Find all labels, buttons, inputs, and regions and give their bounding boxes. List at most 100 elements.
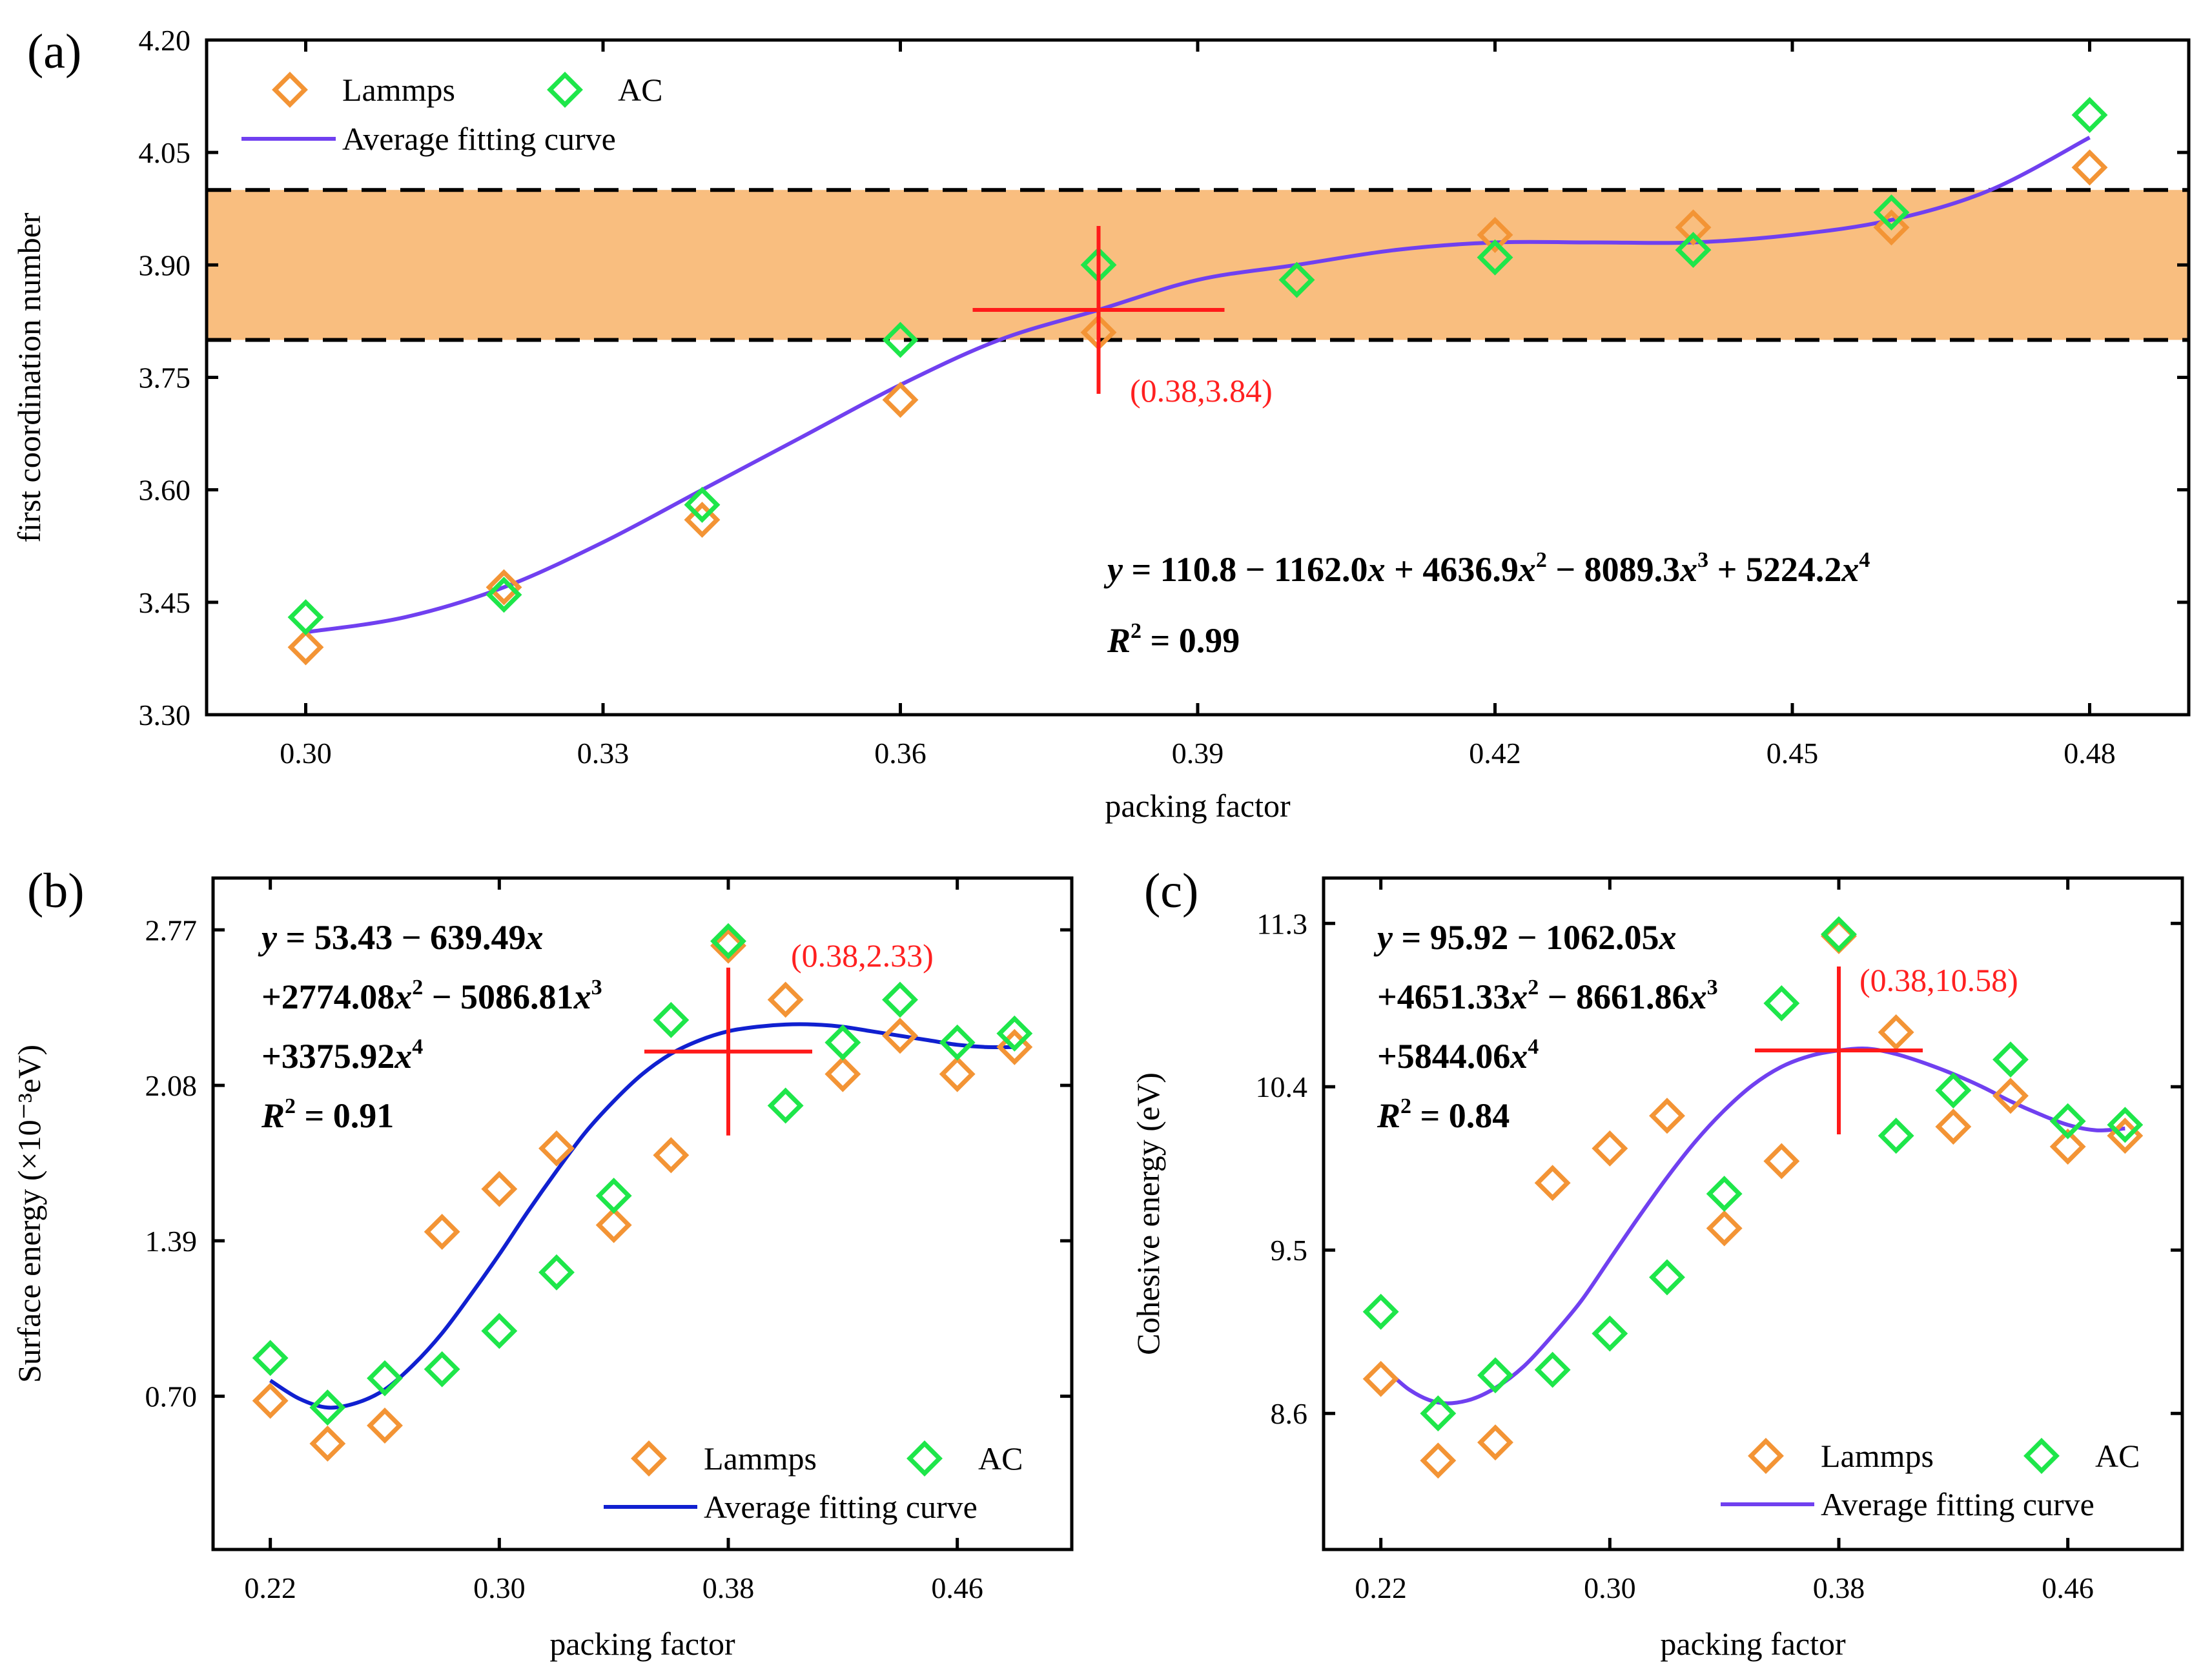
panel-a-ylabel: first coordination number: [11, 212, 47, 542]
lammps-point: [882, 1018, 918, 1054]
panel-b-xlabel: packing factor: [549, 1626, 735, 1662]
x-tick-label: 0.46: [2042, 1571, 2094, 1604]
lammps-point: [1675, 209, 1712, 246]
ac-point: [252, 1340, 289, 1376]
x-tick-label: 0.45: [1767, 737, 1819, 770]
ac-point: [1477, 239, 1513, 276]
panel-b-eq-line1: y = 53.43 − 639.49x: [258, 918, 544, 957]
fitting-curve: [269, 1022, 1015, 1410]
lammps-point: [1935, 1109, 1972, 1145]
panel-c-eq-line2: +4651.33x2 − 8661.86x3: [1377, 976, 1718, 1016]
panel-a-ac-layer: [287, 97, 2108, 636]
legend-lammps-marker: [1748, 1438, 1784, 1474]
panel-b-eq-line3: +3375.92x4: [261, 1035, 423, 1076]
y-tick-label: 11.3: [1256, 907, 1307, 940]
panel-c-legend: Lammps AC Average fitting curve: [1721, 1438, 2140, 1522]
ac-point: [481, 1313, 518, 1349]
panel-c: (c) 0.22 0.30 0.38 0.46 8.6 9.5 10.4 11.3 y = 9…: [1130, 864, 2184, 1662]
ac-point: [2071, 97, 2108, 134]
panel-b-equation: y = 53.43 − 639.49x +2774.08x2 − 5086.81…: [258, 918, 602, 1135]
ac-point: [1935, 1072, 1972, 1109]
x-tick-label: 0.22: [1355, 1571, 1407, 1604]
ac-point: [767, 1087, 804, 1124]
panel-a: (a) 0.30 0.33 0.36 0.39 0.42 0.45 0.48 3.30 3.45…: [11, 24, 2191, 824]
ac-point: [1420, 1395, 1457, 1432]
x-tick-label: 0.22: [244, 1571, 296, 1604]
legend-fit-label: Average fitting curve: [342, 121, 616, 157]
lammps-point: [1878, 1014, 1914, 1050]
panel-a-fit-layer: [305, 136, 2091, 635]
lammps-point: [367, 1407, 403, 1444]
x-tick-label: 0.30: [473, 1571, 526, 1604]
ac-point: [1763, 985, 1800, 1021]
ac-point: [367, 1360, 403, 1396]
lammps-point: [1592, 1130, 1628, 1167]
ac-point: [1992, 1041, 2029, 1078]
x-tick-label: 0.39: [1172, 737, 1224, 770]
x-tick-label: 0.42: [1469, 737, 1521, 770]
panel-b: (b) 0.22 0.30 0.38 0.46 0.70 1.39 2.08 2.77 y =…: [11, 864, 1074, 1662]
lammps-point: [2071, 149, 2108, 186]
y-tick-label: 3.60: [139, 474, 191, 507]
y-tick-label: 2.08: [145, 1069, 198, 1102]
panel-b-point-label: (0.38,2.33): [791, 937, 934, 974]
panel-c-ylabel: Cohesive energy (eV): [1130, 1072, 1166, 1355]
legend-fit-label: Average fitting curve: [704, 1489, 978, 1525]
panel-a-r2: R2 = 0.99: [1107, 619, 1240, 660]
y-tick-label: 3.90: [139, 249, 191, 281]
panel-c-frame: [1322, 876, 2184, 1551]
x-tick-label: 0.48: [2064, 737, 2116, 770]
fitting-curve: [305, 136, 2091, 635]
lammps-point: [595, 1207, 632, 1243]
y-tick-label: 8.6: [1271, 1397, 1308, 1430]
panel-b-label: (b): [27, 864, 85, 918]
panel-a-band-layer: [207, 188, 2189, 342]
y-tick-label: 10.4: [1256, 1070, 1308, 1103]
x-tick-label: 0.30: [280, 737, 332, 770]
ac-point: [684, 486, 721, 523]
lammps-point: [996, 1028, 1033, 1065]
panel-b-ylabel: Surface energy (×10⁻³eV): [11, 1045, 47, 1383]
lammps-point: [538, 1130, 575, 1167]
x-tick-label: 0.33: [577, 737, 630, 770]
panel-b-cross-layer: [644, 967, 812, 1136]
y-tick-label: 0.70: [145, 1380, 198, 1413]
ac-point: [595, 1178, 632, 1214]
lammps-point: [824, 1056, 861, 1092]
y-tick-label: 3.30: [139, 699, 191, 731]
panel-b-legend: Lammps AC Average fitting curve: [604, 1440, 1023, 1525]
legend-lammps-marker: [272, 72, 308, 108]
lammps-point: [939, 1056, 976, 1092]
lammps-point: [767, 981, 804, 1018]
legend-lammps-label: Lammps: [1821, 1438, 1934, 1474]
panel-a-legend: Lammps AC Average fitting curve: [241, 72, 662, 157]
ac-point: [1278, 261, 1315, 298]
ac-point: [1706, 1176, 1743, 1212]
ac-point: [1821, 916, 1857, 953]
ac-point: [1649, 1259, 1685, 1296]
legend-lammps-marker: [631, 1440, 667, 1477]
legend-ac-marker: [2023, 1438, 2060, 1474]
ac-point: [1477, 1357, 1513, 1394]
panel-c-r2: R2 = 0.84: [1377, 1094, 1510, 1135]
panel-c-lammps-layer: [1362, 918, 2144, 1479]
ac-point: [287, 599, 324, 636]
panel-a-ticks: 0.30 0.33 0.36 0.39 0.42 0.45 0.48 3.30 3.45 3.60…: [139, 24, 2189, 770]
panel-c-point-label: (0.38,10.58): [1859, 962, 2018, 998]
x-tick-label: 0.38: [1813, 1571, 1865, 1604]
panel-a-xlabel: packing factor: [1105, 788, 1291, 824]
ac-point: [486, 577, 522, 613]
panel-b-eq-line2: +2774.08x2 − 5086.81x3: [261, 976, 602, 1016]
ac-point: [424, 1351, 460, 1387]
panel-a-point-label: (0.38,3.84): [1130, 373, 1273, 409]
lammps-point: [287, 629, 324, 666]
legend-fit-label: Average fitting curve: [1821, 1486, 2094, 1522]
legend-lammps-label: Lammps: [342, 72, 455, 108]
legend-lammps-label: Lammps: [704, 1440, 817, 1477]
x-tick-label: 0.46: [931, 1571, 983, 1604]
ac-point: [710, 923, 746, 959]
panel-b-ac-layer: [252, 923, 1033, 1426]
ac-point: [1878, 1118, 1914, 1154]
lammps-point: [684, 502, 721, 538]
